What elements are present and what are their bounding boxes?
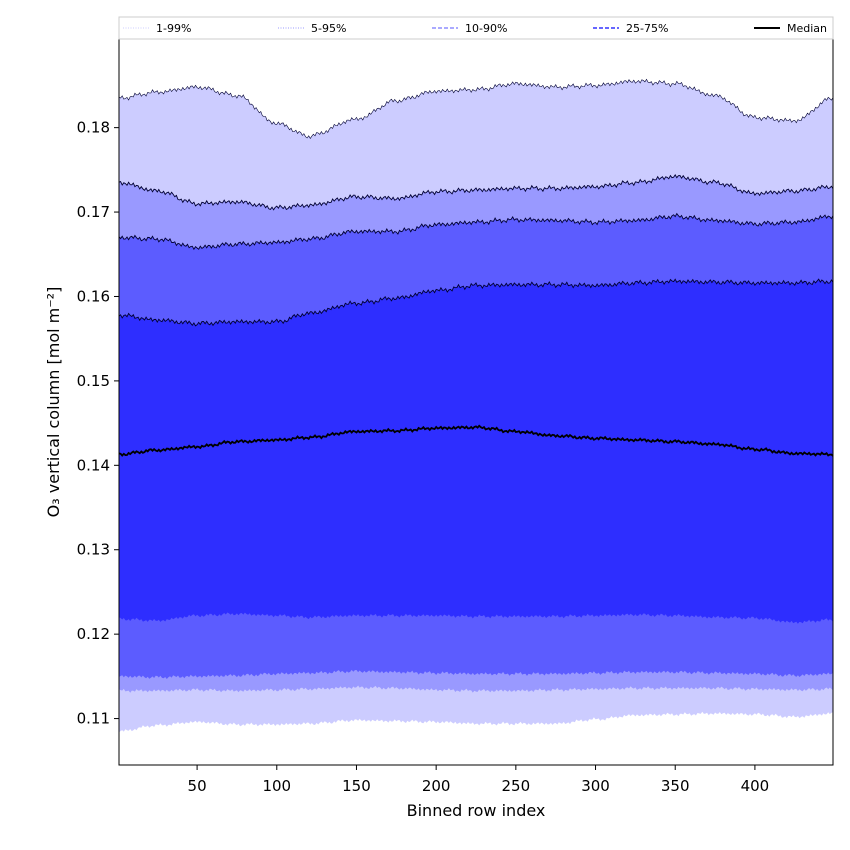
legend-label-25-75: 25-75%: [626, 22, 668, 35]
x-tick-label: 250: [502, 777, 531, 795]
legend: 1-99% 5-95% 10-90% 25-75% Median: [118, 16, 834, 40]
median-layer: [118, 424, 834, 457]
y-tick-label: 0.14: [77, 456, 110, 474]
y-tick-label: 0.13: [77, 541, 110, 559]
x-tick-label: 150: [342, 777, 371, 795]
band-25-75-area: [119, 279, 833, 624]
x-axis-ticks: 50 100 150 200 250 300 350 400: [188, 765, 770, 795]
x-tick-label: 50: [188, 777, 207, 795]
legend-label-median: Median: [787, 22, 827, 35]
x-axis-label: Binned row index: [407, 801, 546, 820]
legend-label-10-90: 10-90%: [465, 22, 507, 35]
median-line: [118, 424, 834, 457]
y-tick-label: 0.11: [77, 710, 110, 728]
y-tick-label: 0.12: [77, 625, 110, 643]
band-1-99-upper-edge: [118, 78, 834, 139]
x-tick-label: 300: [581, 777, 610, 795]
y-tick-label: 0.15: [77, 372, 110, 390]
legend-label-1-99: 1-99%: [156, 22, 191, 35]
legend-box: [118, 16, 834, 40]
x-tick-label: 100: [262, 777, 291, 795]
legend-label-5-95: 5-95%: [311, 22, 346, 35]
y-tick-label: 0.17: [77, 203, 110, 221]
y-tick-label: 0.16: [77, 287, 110, 305]
y-tick-label: 0.18: [77, 119, 110, 137]
percentile-bands: [119, 79, 833, 733]
x-tick-label: 400: [741, 777, 770, 795]
y-axis-label: O₃ vertical column [mol m⁻²]: [44, 287, 63, 518]
band-25-75-upper-edge: [118, 278, 834, 327]
x-tick-label: 200: [422, 777, 451, 795]
band-5-95-upper-edge: [118, 174, 834, 211]
band-edges: [118, 78, 834, 327]
x-tick-label: 350: [661, 777, 690, 795]
y-axis-ticks: 0.11 0.12 0.13 0.14 0.15 0.16 0.17 0.18: [77, 119, 119, 728]
band-10-90-upper-edge: [118, 212, 834, 251]
